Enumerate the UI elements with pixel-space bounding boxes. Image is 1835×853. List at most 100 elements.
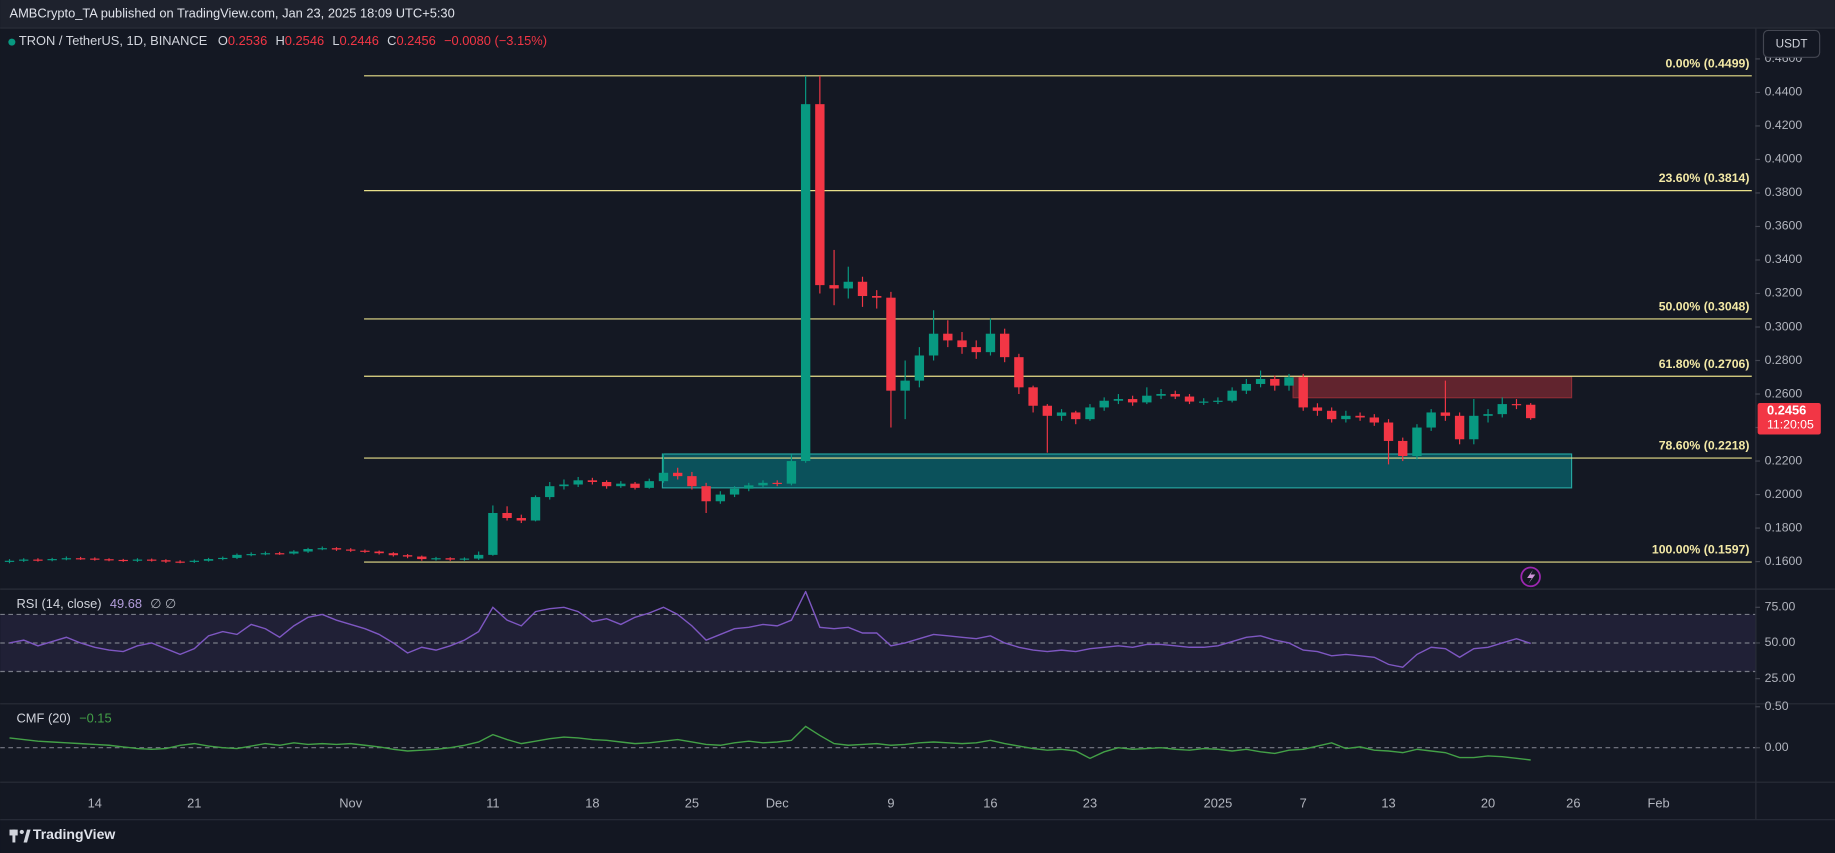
x-tick-label: 13 (1381, 795, 1395, 810)
y-tick-label: 0.50 (1765, 699, 1789, 713)
currency-button[interactable] (1762, 29, 1821, 58)
candle-body (943, 333, 953, 341)
ohlc-key: L (332, 34, 339, 49)
candle-body (132, 559, 143, 561)
candle-body (587, 480, 598, 482)
y-tick-label: 0.4400 (1765, 85, 1803, 99)
candle-body (274, 553, 285, 555)
y-tick-label: 0.2600 (1765, 386, 1803, 400)
candle-body (815, 104, 825, 286)
alert-icon[interactable] (1520, 566, 1541, 588)
candle-body (701, 486, 711, 502)
candle-body (1469, 415, 1479, 440)
candle-body (1298, 377, 1308, 408)
ohlc-key: H (276, 34, 285, 49)
x-tick-label: 25 (685, 795, 699, 810)
candle-body (744, 485, 754, 489)
candle-body (374, 551, 384, 554)
candle-body (1085, 407, 1095, 420)
x-tick-label: 11 (486, 795, 499, 810)
candle-body (1071, 412, 1081, 420)
countdown: 11:20:05 (1767, 417, 1814, 431)
chart-area (0, 28, 1835, 820)
candle-body (473, 554, 484, 559)
fib-label: 23.60% (0.3814) (1659, 171, 1750, 185)
candle-body (317, 548, 327, 550)
ohlc-value: 0.2536 (228, 34, 267, 49)
y-tick-label: 0.4200 (1765, 118, 1803, 132)
candle-body (1270, 378, 1280, 386)
alert-icon-bolt (1527, 569, 1536, 584)
candle-body (530, 497, 541, 521)
candle-body (872, 296, 882, 298)
candle-body (303, 549, 313, 552)
candle-body (800, 104, 811, 462)
candle-body (1526, 404, 1536, 419)
candle-body (19, 559, 29, 561)
candle-body (545, 486, 555, 498)
x-tick-label: Feb (1648, 795, 1670, 810)
last-price-box (1757, 402, 1821, 435)
candle-body (246, 554, 256, 556)
ohlc-value: 0.2446 (340, 34, 379, 49)
candle-body (1383, 422, 1394, 441)
candle-body (118, 559, 128, 562)
candle-body (1042, 405, 1053, 416)
y-tick-label: 0.3600 (1765, 219, 1803, 233)
symbol-title: TRON / TetherUS, 1D, BINANCE (19, 34, 208, 49)
candle-body (715, 494, 726, 502)
fib-label: 100.00% (0.1597) (1652, 543, 1750, 557)
price-pane: 0.00% (0.4499) 23.60% (0.3814) 50.00% (0.3… (4, 56, 1752, 564)
candle-body (1056, 412, 1067, 416)
x-tick-label: 26 (1566, 795, 1580, 810)
candle-body (1113, 399, 1124, 401)
y-tick-label: 0.3400 (1765, 252, 1803, 266)
candle-body (218, 557, 228, 560)
candle-body (687, 476, 697, 487)
cmf-title: CMF (20) (17, 711, 71, 726)
axes: 14 21 Nov 11 18 25 Dec 9 16 23 2025 7 13 20 26 Feb 0.160… (88, 51, 1821, 810)
candle-body (203, 559, 214, 561)
x-tick-label: 21 (187, 795, 201, 810)
currency-label[interactable]: USDT (1776, 38, 1808, 51)
candle-body (1426, 412, 1436, 428)
candle-body (1511, 404, 1522, 406)
candle-body (1497, 404, 1507, 415)
zone (661, 453, 1573, 489)
candle-body (729, 488, 740, 495)
candle-body (1014, 357, 1024, 388)
candle-body (1312, 407, 1323, 411)
candle-body (1355, 415, 1365, 418)
rsi-na: ∅ ∅ (150, 596, 176, 611)
x-tick-label: Nov (339, 795, 362, 810)
x-tick-label: 18 (585, 795, 599, 810)
candle-body (928, 333, 939, 356)
y-tick-label: 0.3800 (1765, 185, 1803, 199)
candle-body (914, 355, 925, 381)
candle-body (1184, 396, 1195, 402)
candle-body (1398, 440, 1408, 457)
y-tick-label: 0.2200 (1765, 453, 1803, 467)
x-tick-label: 23 (1083, 795, 1097, 810)
change: −0.0080 (−3.15%) (444, 34, 547, 49)
candle-body (1213, 400, 1223, 402)
y-tick-label: 0.2800 (1765, 353, 1803, 367)
y-tick-label: 25.00 (1765, 671, 1796, 685)
ohlc-value: 0.2456 (396, 34, 435, 49)
publish-info: AMBCrypto_TA published on TradingView.co… (10, 5, 455, 20)
candle-body (1454, 415, 1465, 440)
candle-body (559, 484, 569, 487)
candle-body (772, 482, 782, 485)
y-tick-label: 0.4000 (1765, 152, 1803, 166)
candle-body (75, 558, 86, 560)
candle-body (90, 558, 100, 560)
ohlc-key: C (387, 34, 396, 49)
x-tick-label: 14 (88, 795, 102, 810)
candle-body (1241, 383, 1252, 391)
candle-body (232, 554, 242, 558)
candle-body (957, 340, 967, 348)
x-tick-label: 9 (887, 795, 894, 810)
candle-body (488, 512, 498, 555)
footer-logo (9, 829, 31, 843)
candle-body (289, 551, 299, 554)
